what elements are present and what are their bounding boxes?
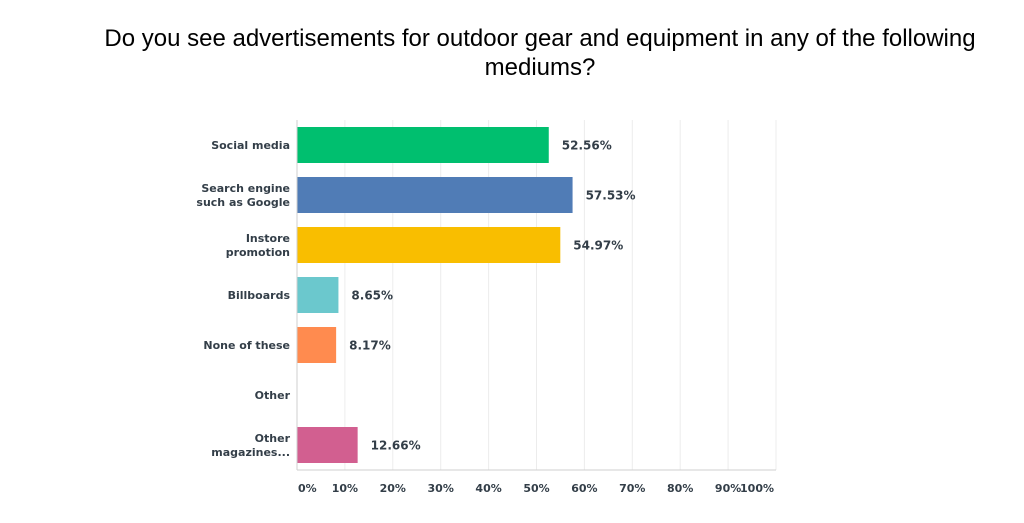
category-label: None of these [203,339,290,352]
category-label-line: Other [255,432,291,445]
category-label-line: Billboards [228,289,291,302]
x-tick-label: 100% [740,482,774,495]
category-label: Search engine such as Google [196,182,290,209]
x-tick-label: 0% [298,482,317,495]
data-label: 8.65% [351,289,393,303]
category-label-line: Social media [211,139,290,152]
x-tick-label: 90% [715,482,741,495]
bar [297,227,561,263]
bar [297,177,573,213]
data-label: 8.17% [349,339,391,353]
category-label-line: Search engine [201,182,290,195]
data-label: 57.53% [586,189,636,203]
chart-title: Do you see advertisements for outdoor ge… [104,25,976,81]
category-label: Other [255,389,291,402]
bar [297,327,337,363]
data-label: 54.97% [573,239,623,253]
x-tick-label: 50% [523,482,549,495]
category-label-line: None of these [203,339,290,352]
category-label: Social media [211,139,290,152]
x-tick-label: 10% [332,482,358,495]
bar [297,427,358,463]
data-label: 52.56% [562,139,612,153]
x-tick-label: 70% [619,482,645,495]
x-tick-label: 40% [475,482,501,495]
x-tick-label: 20% [380,482,406,495]
category-label: Instore promotion [226,232,290,259]
category-label-line: magazines... [211,446,290,459]
category-label-line: such as Google [196,196,290,209]
x-tick-label: 60% [571,482,597,495]
bar [297,277,339,313]
category-label: Billboards [228,289,291,302]
x-tick-label: 80% [667,482,693,495]
data-label: 12.66% [371,439,421,453]
category-label: Other magazines... [211,432,290,459]
x-tick-label: 30% [428,482,454,495]
bar [297,127,549,163]
category-label-line: Other [255,389,291,402]
category-label-line: Instore [246,232,290,245]
category-label-line: promotion [226,246,290,259]
